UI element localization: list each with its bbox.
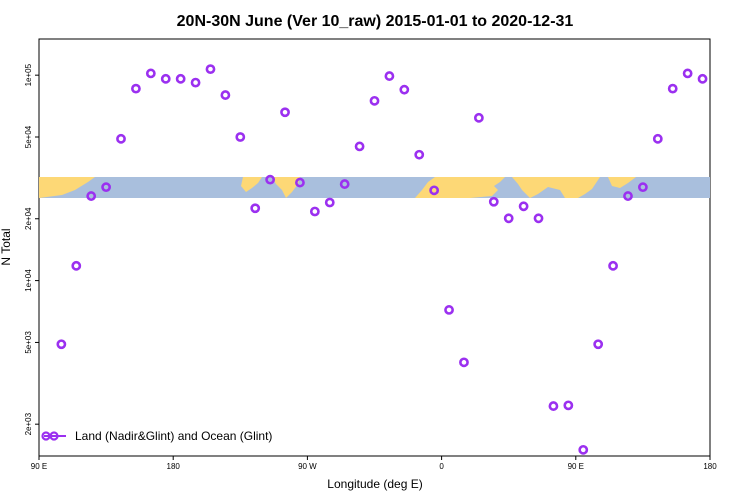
x-tick-label: 90 E [568,462,584,471]
y-tick-label: 2e+04 [24,207,33,230]
x-tick-label: 90 W [298,462,317,471]
data-point [414,149,425,160]
y-tick-label: 2e+03 [24,412,33,435]
data-point [175,73,186,84]
data-point [56,339,67,350]
land-ocean-map-strip [39,177,710,198]
x-tick-label: 0 [439,462,444,471]
x-axis: 90 E 180 90 W 0 90 E 180 [31,456,717,471]
data-points [56,64,708,455]
x-tick-label: 180 [703,462,717,471]
legend-marker [49,431,59,441]
data-point [220,90,231,100]
data-point [309,206,320,217]
data-point [593,339,604,350]
x-tick-label: 90 E [31,462,47,471]
data-point [235,132,246,142]
data-point [429,185,440,196]
legend-label: Land (Nadir&Glint) and Ocean (Glint) [75,429,272,443]
data-point [488,196,499,207]
data-point [369,95,380,106]
plot-frame [38,38,711,457]
land-east-asia [608,177,636,188]
data-point [190,77,201,88]
y-tick-label: 1e+05 [24,63,33,86]
land-mexico [272,177,300,198]
data-point [116,133,126,144]
data-point [697,73,708,84]
data-point [384,71,395,81]
data-point [608,260,618,271]
land-india-asia [512,177,600,198]
data-point [86,191,97,201]
data-point [563,400,574,411]
y-axis: 2e+03 5e+03 1e+04 2e+04 5e+04 1e+05 [24,63,39,435]
data-point [160,73,171,84]
data-point [444,305,454,315]
data-point [101,182,111,193]
data-point [399,84,410,95]
data-point [503,213,514,224]
y-tick-label: 5e+04 [24,125,33,148]
chart-title: 20N-30N June (Ver 10_raw) 2015-01-01 to … [177,13,574,30]
data-point [205,64,216,75]
data-point [295,177,305,188]
data-point [339,179,350,189]
data-point [518,201,529,212]
land-north-america [241,177,262,192]
data-point [265,174,276,185]
land-asia-west [39,177,95,198]
data-point [667,83,678,94]
data-point [548,401,559,411]
legend: Land (Nadir&Glint) and Ocean (Glint) [41,429,272,443]
data-point [354,141,365,152]
data-point [682,68,693,79]
data-point [131,83,141,94]
y-tick-label: 5e+03 [24,331,33,354]
data-point [623,191,633,201]
data-point [533,213,544,224]
data-point [145,68,156,79]
data-point [652,133,663,144]
x-tick-label: 180 [167,462,181,471]
ocean-band [39,177,710,198]
y-tick-label: 1e+04 [24,269,33,292]
data-point [459,357,469,368]
y-axis-label: N Total [0,228,13,265]
data-point [71,260,82,271]
x-axis-label: Longitude (deg E) [327,477,422,491]
data-point [250,203,261,214]
data-point [280,107,290,118]
data-point [473,112,484,123]
data-point [638,182,648,193]
data-point [578,444,589,455]
data-point [324,197,335,208]
